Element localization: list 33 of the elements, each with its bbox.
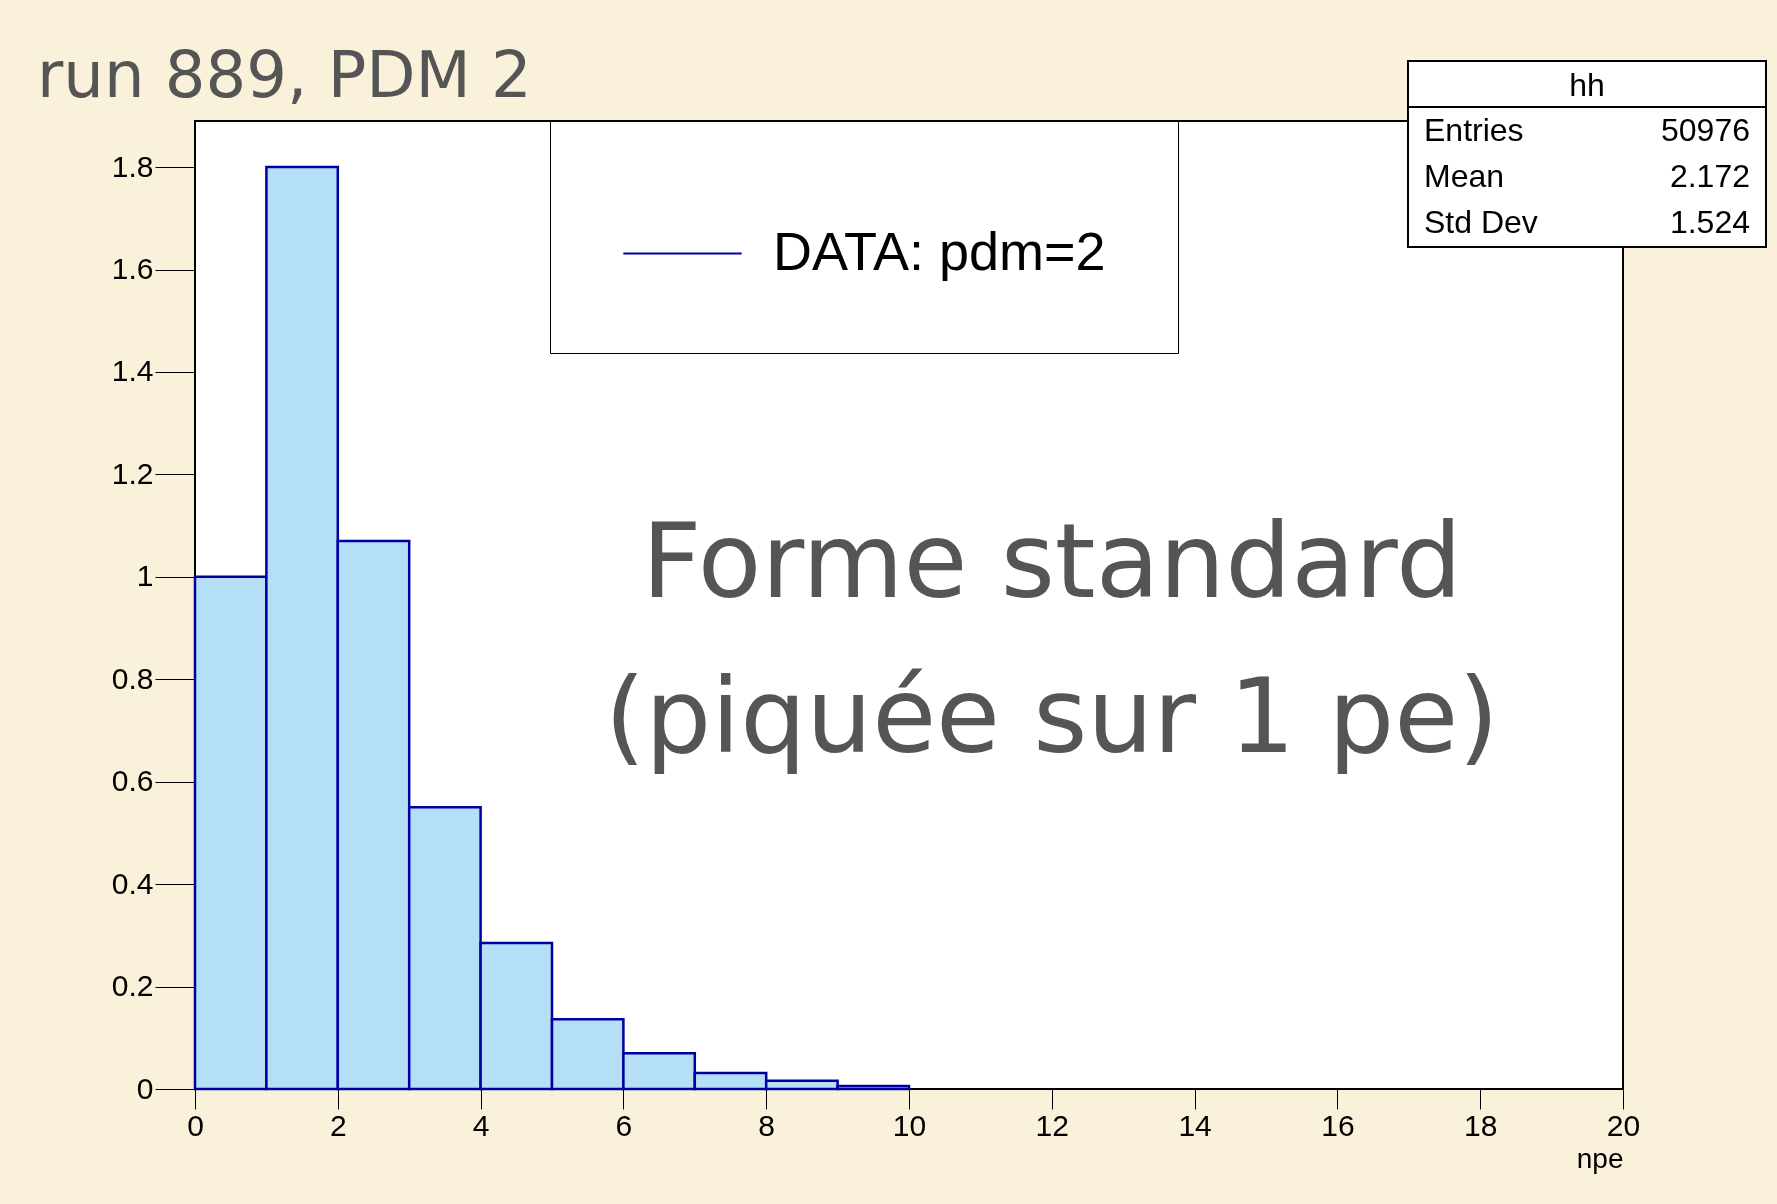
x-tick-label: 20 [1606,1108,1641,1142]
y-tick-label: 0.6 [111,764,154,798]
annotation: Entries [1424,112,1524,148]
x-tick-label: 4 [472,1108,490,1142]
y-tick-label: 1.6 [111,252,154,286]
x-tick-label: 12 [1035,1108,1069,1142]
x-tick-label: 14 [1178,1108,1212,1142]
x-tick-label: 8 [758,1108,776,1142]
y-tick-label: 1.4 [111,354,154,388]
text: 1.524 [1669,204,1750,240]
text: 2.172 [1669,158,1750,194]
y-tick-label: 0.4 [111,866,154,900]
annotation: Mean [1424,158,1505,194]
x-tick-label: 10 [892,1108,927,1142]
y-tick-label: 0.2 [111,969,154,1003]
x-tick-label: 2 [329,1108,347,1142]
y-tick-label: 0 [136,1071,154,1105]
annotation: Std Dev [1424,204,1538,240]
y-tick-label: 1.8 [111,149,154,183]
text: 50976 [1661,112,1750,148]
annotation: (piquée sur 1 pe) [604,655,1499,778]
annotation: Forme standard [641,500,1462,623]
y-tick-label: 1 [136,559,154,593]
x-tick-label: 18 [1464,1108,1498,1142]
y-tick-label: 1.2 [111,456,154,490]
x-tick-label: 0 [187,1108,204,1142]
y-tick-label: 0.8 [111,661,154,695]
legend-label: DATA: pdm=2 [773,220,1106,281]
text: hh [1569,67,1605,103]
chart-title: run 889, PDM 2 [37,38,532,112]
x-tick-label: 6 [615,1108,633,1142]
x-axis-title: npe [1576,1142,1624,1174]
x-tick-label: 16 [1321,1108,1355,1142]
